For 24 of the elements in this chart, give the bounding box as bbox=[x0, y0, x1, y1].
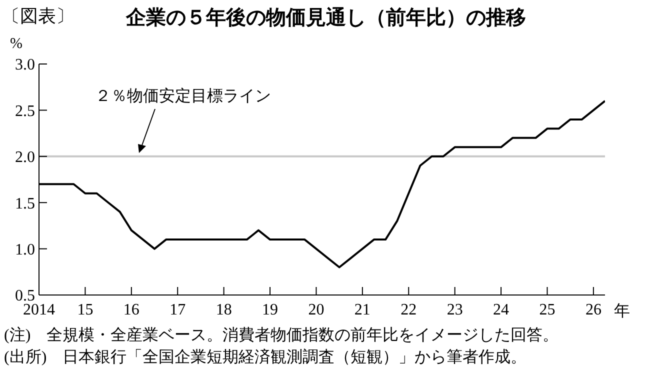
y-axis-title: % bbox=[10, 36, 22, 53]
x-tick-label: 26 bbox=[585, 301, 602, 318]
x-tick-label: 24 bbox=[493, 301, 510, 318]
x-tick-label: 17 bbox=[170, 301, 186, 318]
x-tick-label: 25 bbox=[539, 301, 556, 318]
x-tick-label: 23 bbox=[446, 301, 463, 318]
chart-title: 企業の５年後の物価見通し（前年比）の推移 bbox=[126, 4, 526, 31]
x-tick-label: 18 bbox=[216, 301, 232, 318]
x-tick-label: 19 bbox=[262, 301, 278, 318]
x-axis-title: 年 bbox=[614, 302, 630, 322]
x-tick-label: 21 bbox=[354, 301, 370, 318]
x-tick-label: 22 bbox=[400, 301, 417, 318]
text: 〔図表〕 bbox=[2, 5, 74, 28]
y-tick-label: 1.0 bbox=[15, 241, 35, 258]
y-tick-label: 2.5 bbox=[15, 102, 35, 120]
y-tick-label: 2.0 bbox=[15, 149, 35, 166]
x-tick-label: 20 bbox=[308, 301, 324, 318]
x-tick-label: 15 bbox=[77, 301, 94, 318]
text: (出所) 日本銀行「全国企業短期経済観測調査（短観）」から筆者作成。 bbox=[4, 348, 527, 368]
x-tick-label: 16 bbox=[123, 301, 140, 318]
y-tick-label: 1.5 bbox=[15, 195, 35, 212]
text: (注) 全規模・全産業ベース。消費者物価指数の前年比をイメージした回答。 bbox=[4, 326, 559, 346]
y-tick-label: 3.0 bbox=[15, 56, 35, 74]
ref-line-label: ２％物価安定目標ライン bbox=[95, 86, 271, 108]
